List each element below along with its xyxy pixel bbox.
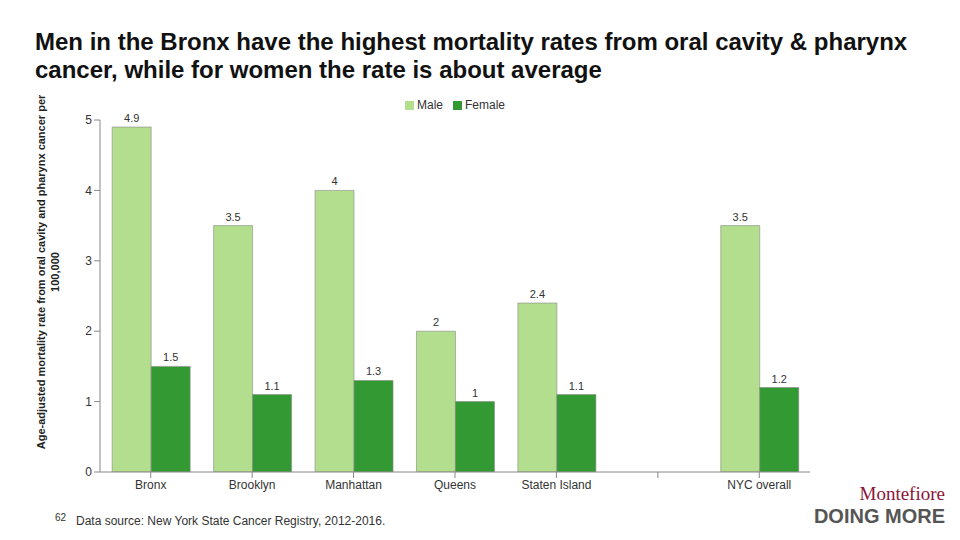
svg-text:NYC overall: NYC overall (727, 478, 791, 492)
svg-text:1.5: 1.5 (163, 351, 178, 363)
svg-text:Brooklyn: Brooklyn (229, 478, 276, 492)
html-text:Montefiore: Montefiore (859, 483, 945, 504)
svg-text:2.4: 2.4 (530, 288, 545, 300)
html-text:Age-adjusted mortality rate fr: Age-adjusted mortality rate from oral ca… (35, 94, 61, 450)
svg-text:Staten Island: Staten Island (521, 478, 591, 492)
svg-text:Queens: Queens (434, 478, 476, 492)
svg-text:Bronx: Bronx (135, 478, 166, 492)
svg-text:5: 5 (85, 113, 92, 127)
svg-text:3: 3 (85, 254, 92, 268)
svg-text:3.5: 3.5 (225, 211, 240, 223)
svg-text:2: 2 (433, 316, 439, 328)
svg-text:1.1: 1.1 (264, 380, 279, 392)
html-text:Male: Male (417, 98, 443, 112)
html-text:DOING MORE: DOING MORE (813, 505, 945, 527)
svg-text:1.3: 1.3 (366, 365, 381, 377)
html-text:Men in the Bronx have the high: Men in the Bronx have the highest mortal… (35, 28, 908, 83)
svg-text:1.2: 1.2 (772, 373, 787, 385)
html-text:Female: Female (465, 98, 505, 112)
html-text:Data source: New York State Ca: Data source: New York State Cancer Regis… (76, 514, 386, 528)
html-text:62: 62 (55, 512, 67, 523)
svg-text:1: 1 (472, 387, 478, 399)
svg-text:1: 1 (85, 395, 92, 409)
svg-text:4.9: 4.9 (124, 112, 139, 124)
svg-text:2: 2 (85, 324, 92, 338)
svg-text:4: 4 (331, 175, 337, 187)
svg-text:4: 4 (85, 184, 92, 198)
svg-text:Manhattan: Manhattan (325, 478, 382, 492)
svg-text:3.5: 3.5 (733, 211, 748, 223)
svg-text:1.1: 1.1 (569, 380, 584, 392)
svg-text:0: 0 (85, 465, 92, 479)
